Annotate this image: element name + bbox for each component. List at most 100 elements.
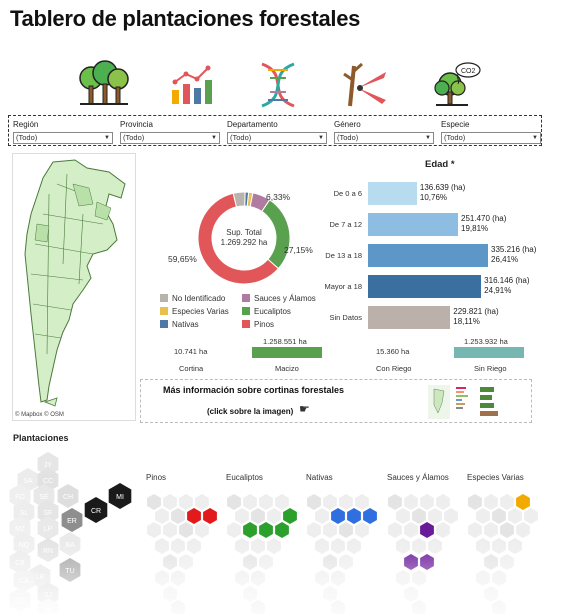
- species-hex[interactable]: [436, 494, 450, 510]
- species-hex[interactable]: [420, 494, 434, 510]
- species-hex[interactable]: [484, 494, 498, 510]
- species-hex[interactable]: [476, 570, 490, 586]
- species-hex[interactable]: [323, 586, 337, 602]
- species-hex[interactable]: [404, 522, 418, 538]
- species-hex[interactable]: [155, 538, 169, 554]
- age-bar[interactable]: [368, 244, 488, 267]
- species-hex[interactable]: [524, 508, 538, 524]
- species-hex[interactable]: [428, 508, 442, 524]
- species-hex[interactable]: [243, 586, 257, 602]
- species-hex[interactable]: [179, 554, 193, 570]
- cortinas-info-link[interactable]: Más información sobre cortinas forestale…: [140, 379, 532, 423]
- province-hex[interactable]: [37, 452, 59, 476]
- species-hex[interactable]: [235, 538, 249, 554]
- forest-icon[interactable]: [76, 60, 132, 110]
- species-hex[interactable]: [259, 522, 273, 538]
- especie-select[interactable]: (Todo) ▼: [441, 132, 541, 144]
- dna-icon[interactable]: [250, 60, 306, 110]
- species-hex[interactable]: [315, 570, 329, 586]
- species-hex[interactable]: [444, 508, 458, 524]
- species-hex[interactable]: [388, 494, 402, 510]
- species-hex[interactable]: [331, 508, 345, 524]
- species-hex[interactable]: [147, 522, 161, 538]
- provincia-select[interactable]: (Todo) ▼: [120, 132, 220, 144]
- species-hex[interactable]: [227, 522, 241, 538]
- species-hex[interactable]: [203, 508, 217, 524]
- species-hex[interactable]: [163, 494, 177, 510]
- cortinas-thumbnail[interactable]: [426, 383, 506, 421]
- species-hex[interactable]: [420, 554, 434, 570]
- species-hex[interactable]: [484, 586, 498, 602]
- species-hex[interactable]: [163, 586, 177, 602]
- province-hex[interactable]: [61, 508, 83, 532]
- legend-item[interactable]: Eucaliptos: [242, 307, 291, 316]
- bar-chart-icon[interactable]: [164, 60, 220, 110]
- species-hex[interactable]: [484, 554, 498, 570]
- species-hex[interactable]: [476, 538, 490, 554]
- species-hex[interactable]: [331, 570, 345, 586]
- legend-item[interactable]: No Identificado: [160, 294, 225, 303]
- species-hex[interactable]: [315, 538, 329, 554]
- co2-tree-icon[interactable]: CO2: [428, 60, 484, 110]
- argentina-map[interactable]: © Mapbox © OSM: [12, 153, 136, 421]
- species-hex[interactable]: [412, 600, 426, 614]
- species-hex[interactable]: [267, 508, 281, 524]
- species-hex[interactable]: [436, 522, 450, 538]
- donut-slice[interactable]: [244, 191, 250, 207]
- species-hex[interactable]: [171, 538, 185, 554]
- species-hex[interactable]: [468, 494, 482, 510]
- species-hex[interactable]: [500, 494, 514, 510]
- species-hex[interactable]: [179, 494, 193, 510]
- species-hex[interactable]: [484, 522, 498, 538]
- province-hex[interactable]: [57, 484, 79, 508]
- pruning-shears-icon[interactable]: [336, 60, 392, 110]
- species-hex[interactable]: [227, 494, 241, 510]
- species-hex[interactable]: [187, 538, 201, 554]
- species-hex[interactable]: [339, 522, 353, 538]
- species-hex[interactable]: [283, 508, 297, 524]
- species-hex[interactable]: [339, 554, 353, 570]
- species-hex[interactable]: [339, 494, 353, 510]
- species-hex[interactable]: [163, 522, 177, 538]
- species-hex[interactable]: [363, 508, 377, 524]
- species-hex[interactable]: [251, 570, 265, 586]
- species-hex[interactable]: [404, 554, 418, 570]
- species-hex[interactable]: [412, 508, 426, 524]
- species-hex[interactable]: [508, 538, 522, 554]
- species-hex[interactable]: [163, 554, 177, 570]
- species-hex[interactable]: [259, 554, 273, 570]
- species-hex[interactable]: [323, 494, 337, 510]
- species-hex[interactable]: [323, 522, 337, 538]
- species-hex[interactable]: [492, 570, 506, 586]
- species-hex[interactable]: [404, 494, 418, 510]
- region-select[interactable]: (Todo) ▼: [13, 132, 113, 144]
- genero-select[interactable]: (Todo) ▼: [334, 132, 434, 144]
- departamento-select[interactable]: (Todo) ▼: [227, 132, 327, 144]
- species-hex[interactable]: [307, 494, 321, 510]
- species-hex[interactable]: [307, 522, 321, 538]
- species-hex[interactable]: [251, 538, 265, 554]
- species-hex[interactable]: [275, 522, 289, 538]
- species-hex[interactable]: [251, 600, 265, 614]
- species-hex[interactable]: [404, 586, 418, 602]
- province-hex[interactable]: [37, 500, 59, 524]
- legend-item[interactable]: Sauces y Álamos: [242, 294, 316, 303]
- species-hex[interactable]: [195, 522, 209, 538]
- species-hex[interactable]: [396, 508, 410, 524]
- species-hex[interactable]: [412, 538, 426, 554]
- species-hex[interactable]: [516, 494, 530, 510]
- species-hex[interactable]: [235, 508, 249, 524]
- species-hex[interactable]: [500, 554, 514, 570]
- species-hex[interactable]: [323, 554, 337, 570]
- species-hex[interactable]: [155, 570, 169, 586]
- species-hex[interactable]: [492, 508, 506, 524]
- province-hex[interactable]: [37, 516, 59, 540]
- species-hex[interactable]: [388, 522, 402, 538]
- legend-item[interactable]: Nativas: [160, 320, 199, 329]
- species-hex[interactable]: [355, 522, 369, 538]
- species-hex[interactable]: [251, 508, 265, 524]
- species-hex[interactable]: [267, 538, 281, 554]
- species-hex[interactable]: [500, 522, 514, 538]
- species-hex[interactable]: [396, 570, 410, 586]
- species-hex[interactable]: [243, 494, 257, 510]
